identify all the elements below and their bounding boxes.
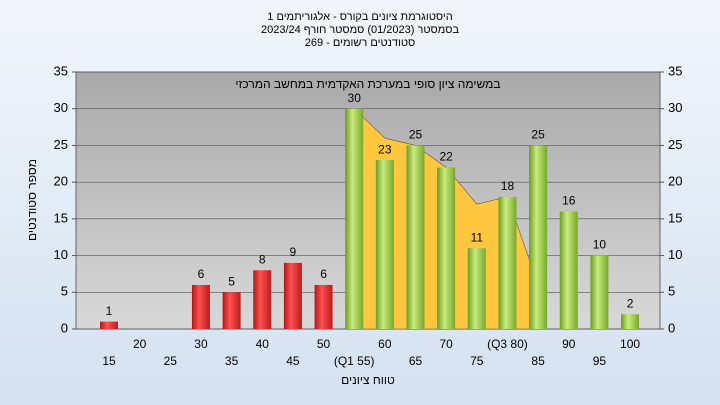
- data-label: 25: [531, 128, 545, 142]
- x-tick-label: 50: [317, 337, 331, 351]
- bar: [621, 314, 640, 329]
- y2-tick-label: 15: [668, 210, 682, 225]
- data-label: 6: [320, 267, 327, 281]
- data-label: 25: [409, 128, 423, 142]
- y2-tick-label: 0: [668, 320, 675, 335]
- bar: [222, 292, 241, 329]
- x-tick-label: (Q1 55): [334, 354, 375, 368]
- bar: [467, 248, 486, 329]
- annotation: במשימה ציון סופי במערכת האקדמית במחשב המ…: [235, 77, 500, 91]
- x-tick-label: 70: [439, 337, 453, 351]
- data-label: 11: [471, 230, 484, 244]
- x-tick-label: 95: [593, 354, 607, 368]
- bar: [529, 145, 548, 329]
- y2-tick-label: 35: [668, 63, 682, 78]
- y2-tick-label: 20: [668, 174, 682, 189]
- bar: [314, 284, 333, 329]
- y-tick-label: 30: [54, 100, 68, 115]
- data-label: 1: [106, 304, 113, 318]
- y-tick-label: 0: [61, 320, 68, 335]
- bar: [345, 108, 364, 329]
- x-tick-label: 100: [620, 337, 640, 351]
- y-tick-label: 10: [54, 247, 68, 262]
- x-tick-label: 65: [409, 354, 423, 368]
- x-axis-label: טווח ציונים: [341, 373, 395, 387]
- x-tick-label: 90: [562, 337, 576, 351]
- chart-subtitle: סטודנטים רשומים - 269: [305, 37, 416, 49]
- y2-tick-label: 25: [668, 137, 682, 152]
- x-tick-label: 15: [102, 354, 116, 368]
- bar: [406, 145, 425, 329]
- x-tick-label: 35: [225, 354, 239, 368]
- bar: [191, 284, 210, 329]
- y-tick-label: 25: [54, 137, 68, 152]
- x-tick-label: (Q3 80): [487, 337, 528, 351]
- bar: [100, 321, 118, 329]
- data-label: 2: [627, 296, 634, 310]
- data-label: 23: [378, 142, 392, 156]
- y2-tick-label: 10: [668, 247, 682, 262]
- y-axis-label: מספר סטודנטים: [25, 159, 39, 241]
- bar: [375, 160, 394, 329]
- data-label: 30: [348, 91, 362, 105]
- data-label: 5: [228, 274, 235, 288]
- y-tick-label: 35: [54, 63, 68, 78]
- y2-tick-label: 5: [668, 284, 675, 299]
- bar: [283, 262, 302, 329]
- x-tick-label: 85: [531, 354, 545, 368]
- bar: [590, 255, 609, 329]
- data-label: 9: [290, 245, 297, 259]
- y-tick-label: 15: [54, 210, 68, 225]
- chart-title: היסטוגרמת ציונים בקורס - אלגוריתמים 1: [267, 10, 452, 23]
- chart-subtitle: בסמסטר (01/2023) סמסטר חורף 2023/24: [261, 24, 459, 36]
- data-label: 8: [259, 252, 266, 266]
- x-tick-label: 45: [286, 354, 300, 368]
- data-label: 6: [198, 267, 205, 281]
- data-label: 10: [593, 238, 607, 252]
- x-tick-label: 60: [378, 337, 392, 351]
- x-tick-label: 75: [470, 354, 484, 368]
- y-tick-label: 5: [61, 284, 68, 299]
- data-label: 22: [439, 150, 453, 164]
- bar: [437, 167, 456, 329]
- x-tick-label: 30: [194, 337, 208, 351]
- bar: [498, 196, 517, 329]
- data-label: 18: [501, 179, 515, 193]
- y-tick-label: 20: [54, 174, 68, 189]
- y2-tick-label: 30: [668, 100, 682, 115]
- x-tick-label: 25: [164, 354, 178, 368]
- bar: [559, 211, 578, 329]
- data-label: 16: [562, 194, 576, 208]
- bar: [253, 270, 272, 329]
- x-tick-label: 20: [133, 337, 147, 351]
- x-tick-label: 40: [256, 337, 270, 351]
